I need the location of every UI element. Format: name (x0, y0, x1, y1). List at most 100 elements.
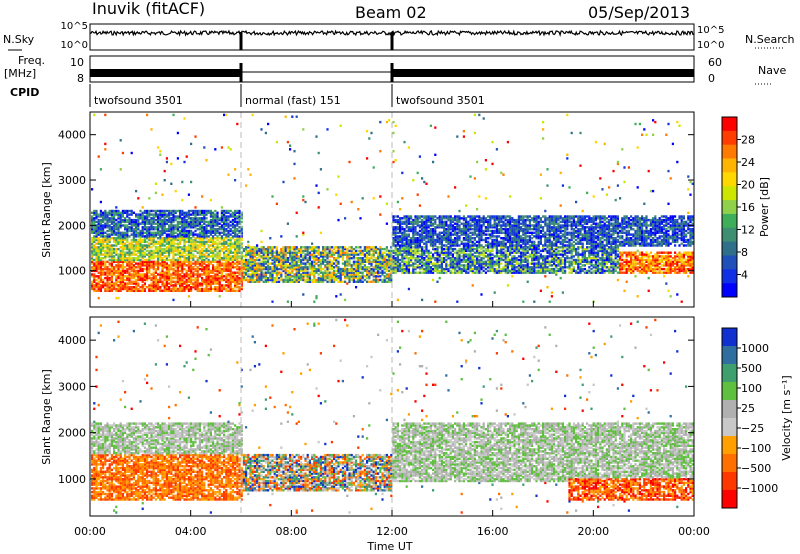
freq-block-2 (392, 69, 694, 77)
range-cell (188, 273, 190, 275)
range-cell (115, 206, 117, 208)
cpid-label: CPID (10, 86, 39, 99)
range-cell (423, 243, 425, 245)
range-cell (161, 248, 163, 250)
range-cell (271, 262, 273, 264)
cpid-segment-label: twofsound 3501 (396, 94, 485, 107)
range-cell (467, 233, 469, 235)
range-cell (201, 195, 203, 197)
range-cell (150, 250, 152, 252)
range-cell (245, 184, 247, 186)
range-cell (166, 157, 168, 159)
range-cell (425, 255, 427, 257)
range-cell (183, 273, 185, 275)
range-cell (340, 246, 342, 248)
range-cell (153, 210, 155, 212)
range-cell (236, 221, 238, 223)
range-cell (401, 172, 403, 174)
range-cell (227, 174, 229, 176)
range-cell (318, 152, 320, 154)
range-cell (304, 201, 306, 203)
range-cell (386, 246, 388, 248)
range-cell (445, 244, 447, 246)
range-cell (157, 237, 159, 239)
range-cell (254, 279, 256, 281)
range-cell (210, 261, 212, 263)
range-cell (478, 114, 480, 116)
range-cell (285, 116, 287, 118)
range-cell (109, 282, 111, 284)
range-cell (381, 270, 383, 272)
range-cell (403, 268, 405, 270)
range-cell (238, 277, 240, 279)
range-cell (287, 270, 289, 272)
range-cell (296, 261, 298, 263)
range-cell (485, 248, 487, 250)
range-cell (111, 244, 113, 246)
range-cell (135, 257, 137, 259)
range-cell (93, 217, 95, 219)
range-cell (472, 237, 474, 239)
range-cell (91, 215, 93, 217)
range-cell (201, 273, 203, 275)
range-cell (168, 233, 170, 235)
range-cell (146, 241, 148, 243)
range-cell (150, 217, 152, 219)
range-cell (98, 237, 100, 239)
range-cell (461, 264, 463, 266)
range-cell (456, 232, 458, 234)
freq-label: Freq. (18, 54, 45, 67)
range-cell (359, 272, 361, 274)
range-cell (212, 235, 214, 237)
range-cell (236, 210, 238, 212)
range-cell (137, 255, 139, 257)
range-cell (93, 210, 95, 212)
range-cell (203, 146, 205, 148)
range-cell (225, 253, 227, 255)
range-cell (221, 257, 223, 259)
range-cell (463, 135, 465, 137)
range-cell (443, 248, 445, 250)
range-cell (487, 219, 489, 221)
range-cell (150, 282, 152, 284)
range-cell (91, 237, 93, 239)
range-cell (375, 257, 377, 259)
range-cell (263, 246, 265, 248)
range-cell (115, 264, 117, 266)
range-cell (432, 279, 434, 281)
range-cell (265, 248, 267, 250)
range-cell (476, 255, 478, 257)
range-cell (289, 262, 291, 264)
range-cell (395, 219, 397, 221)
range-cell (386, 203, 388, 205)
range-cell (450, 252, 452, 254)
range-cell (452, 233, 454, 235)
range-cell (322, 268, 324, 270)
range-cell (100, 201, 102, 203)
range-cell (95, 221, 97, 223)
range-cell (447, 224, 449, 226)
range-cell (425, 241, 427, 243)
range-cell (395, 257, 397, 259)
range-cell (276, 246, 278, 248)
range-cell (126, 219, 128, 221)
range-cell (106, 261, 108, 263)
range-cell (210, 275, 212, 277)
range-cell (247, 250, 249, 252)
range-cell (146, 286, 148, 288)
range-cell (483, 230, 485, 232)
range-cell (335, 295, 337, 297)
range-cell (271, 266, 273, 268)
range-cell (326, 188, 328, 190)
range-cell (436, 281, 438, 283)
range-cell (232, 272, 234, 274)
range-cell (219, 237, 221, 239)
range-cell (373, 279, 375, 281)
range-cell (221, 262, 223, 264)
range-cell (381, 279, 383, 281)
range-cell (443, 215, 445, 217)
range-cell (434, 219, 436, 221)
range-cell (203, 259, 205, 261)
range-cell (469, 235, 471, 237)
range-cell (478, 215, 480, 217)
